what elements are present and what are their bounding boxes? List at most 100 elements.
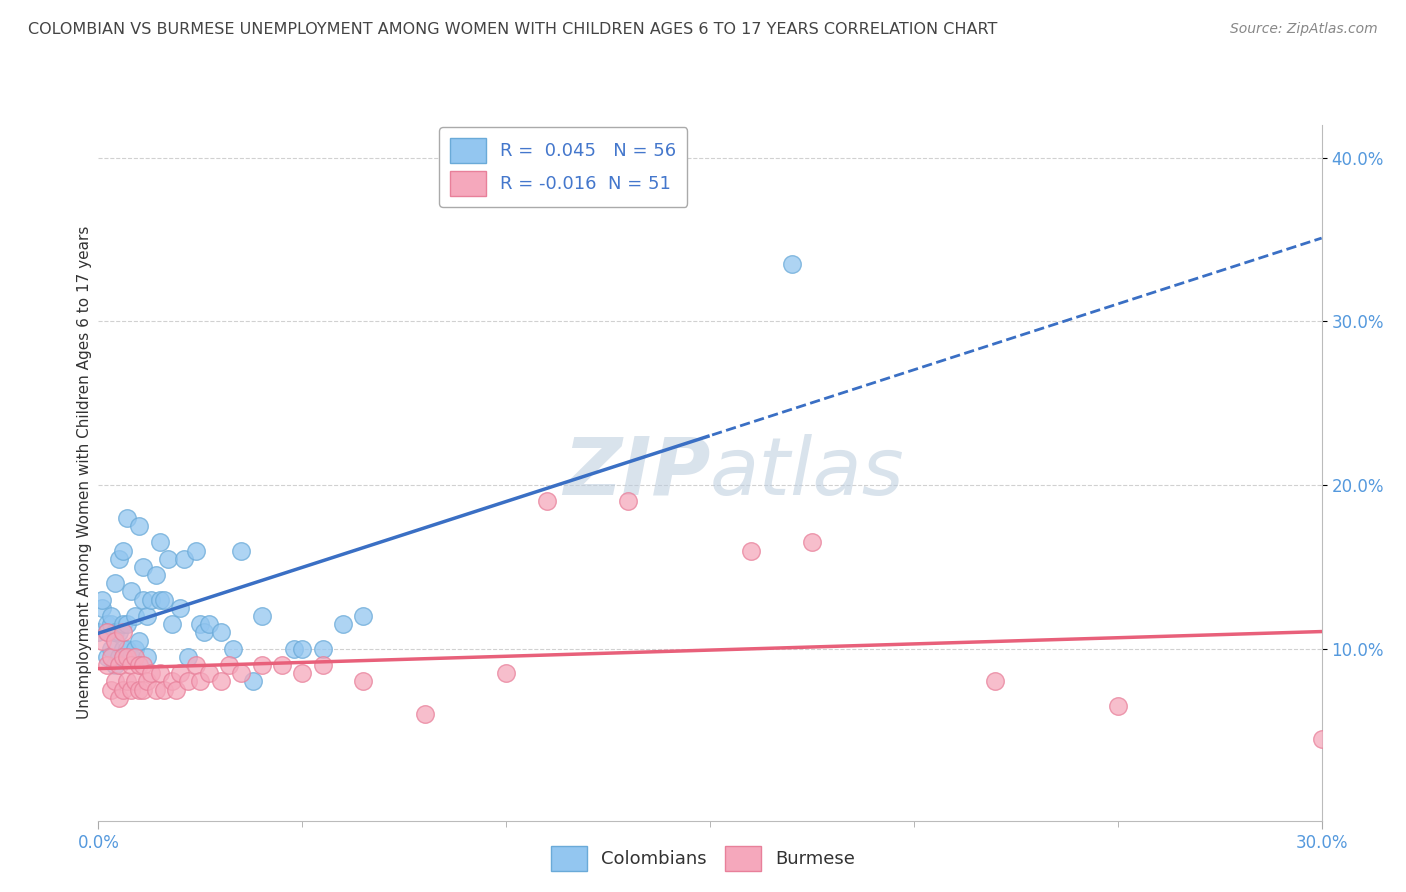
Point	[136, 609, 159, 624]
Point	[186, 658, 208, 673]
Point	[984, 674, 1007, 689]
Point	[250, 609, 273, 624]
Point	[115, 617, 138, 632]
Point	[115, 510, 138, 524]
Point	[197, 666, 219, 681]
Point	[291, 641, 314, 656]
Point	[111, 543, 134, 558]
Point	[120, 584, 142, 599]
Point	[111, 641, 134, 656]
Point	[197, 617, 219, 632]
Point	[108, 551, 131, 566]
Point	[149, 535, 172, 549]
Point	[124, 641, 146, 656]
Point	[536, 494, 558, 508]
Point	[100, 609, 122, 624]
Point	[100, 649, 122, 664]
Point	[801, 535, 824, 549]
Text: atlas: atlas	[710, 434, 905, 512]
Point	[124, 649, 146, 664]
Point	[149, 666, 172, 681]
Point	[231, 666, 253, 681]
Point	[413, 707, 436, 722]
Point	[160, 617, 183, 632]
Point	[160, 674, 183, 689]
Point	[111, 649, 134, 664]
Point	[108, 658, 131, 673]
Point	[141, 592, 163, 607]
Point	[120, 682, 142, 697]
Point	[145, 568, 167, 582]
Point	[111, 617, 134, 632]
Point	[111, 682, 134, 697]
Point	[91, 633, 114, 648]
Point	[193, 625, 215, 640]
Point	[740, 543, 762, 558]
Point	[186, 543, 208, 558]
Point	[495, 666, 517, 681]
Point	[104, 625, 127, 640]
Point	[96, 625, 118, 640]
Point	[617, 494, 640, 508]
Point	[145, 682, 167, 697]
Point	[104, 658, 127, 673]
Point	[115, 649, 138, 664]
Point	[165, 682, 187, 697]
Point	[780, 257, 803, 271]
Point	[87, 625, 110, 640]
Point	[250, 658, 273, 673]
Point	[209, 625, 232, 640]
Point	[352, 609, 374, 624]
Point	[1107, 699, 1129, 714]
Point	[132, 658, 155, 673]
Point	[136, 649, 159, 664]
Point	[96, 649, 118, 664]
Point	[312, 658, 335, 673]
Point	[96, 658, 118, 673]
Point	[124, 609, 146, 624]
Point	[291, 666, 314, 681]
Point	[128, 682, 150, 697]
Point	[312, 641, 335, 656]
Point	[152, 682, 174, 697]
Point	[120, 649, 142, 664]
Point	[169, 666, 191, 681]
Point	[1310, 731, 1333, 746]
Point	[128, 658, 150, 673]
Point	[96, 625, 118, 640]
Point	[177, 674, 200, 689]
Point	[188, 674, 212, 689]
Point	[149, 592, 172, 607]
Point	[141, 666, 163, 681]
Legend: Colombians, Burmese: Colombians, Burmese	[544, 838, 862, 879]
Point	[242, 674, 264, 689]
Text: COLOMBIAN VS BURMESE UNEMPLOYMENT AMONG WOMEN WITH CHILDREN AGES 6 TO 17 YEARS C: COLOMBIAN VS BURMESE UNEMPLOYMENT AMONG …	[28, 22, 997, 37]
Point	[283, 641, 305, 656]
Point	[115, 641, 138, 656]
Point	[104, 633, 127, 648]
Point	[231, 543, 253, 558]
Point	[222, 641, 245, 656]
Text: ZIP: ZIP	[562, 434, 710, 512]
Point	[152, 592, 174, 607]
Point	[218, 658, 240, 673]
Point	[156, 551, 179, 566]
Point	[104, 674, 127, 689]
Point	[115, 674, 138, 689]
Point	[104, 576, 127, 591]
Legend: R =  0.045   N = 56, R = -0.016  N = 51: R = 0.045 N = 56, R = -0.016 N = 51	[439, 127, 688, 207]
Point	[128, 519, 150, 533]
Point	[100, 617, 122, 632]
Point	[177, 649, 200, 664]
Point	[132, 682, 155, 697]
Point	[91, 600, 114, 615]
Point	[332, 617, 354, 632]
Point	[108, 625, 131, 640]
Point	[169, 600, 191, 615]
Point	[209, 674, 232, 689]
Point	[124, 674, 146, 689]
Y-axis label: Unemployment Among Women with Children Ages 6 to 17 years: Unemployment Among Women with Children A…	[77, 226, 91, 720]
Point	[108, 690, 131, 705]
Point	[132, 592, 155, 607]
Point	[111, 625, 134, 640]
